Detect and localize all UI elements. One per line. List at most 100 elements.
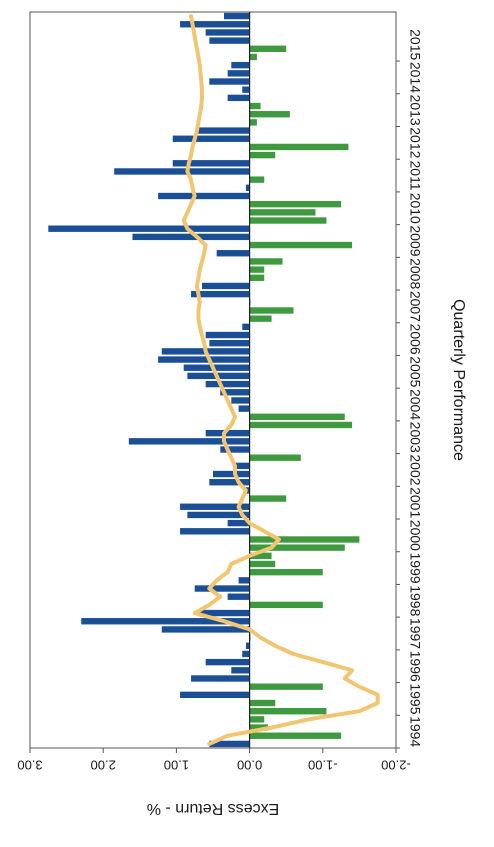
bar [220,389,250,396]
bar [249,119,257,126]
bar [249,454,301,461]
bar [249,568,323,576]
bar [227,94,250,102]
bar [205,331,250,339]
bar [209,37,250,44]
bar [249,217,327,224]
bar [213,470,250,478]
bar [161,626,250,633]
category-tick-label: 1994 [407,716,423,747]
category-tick-label: 1995 [407,683,423,714]
value-tick-label: 2.00 [91,758,116,773]
bar [172,160,250,167]
value-tick-label: 1.00 [164,758,189,773]
category-tick-label: 2004 [407,389,423,420]
bar [242,323,250,331]
bar [245,184,250,192]
category-tick-label: 2006 [407,324,423,355]
bar [198,127,250,134]
bar [180,21,250,28]
bar [249,724,268,731]
bar [227,519,250,527]
trend-line [181,14,380,746]
bar [180,691,250,699]
bar [249,413,345,420]
bar [227,593,250,600]
bar [231,397,250,404]
bar [158,356,250,363]
plot-frame [29,11,397,749]
bar [249,143,349,151]
bar [249,53,257,61]
bar [132,233,250,241]
category-tick-label: 1997 [407,618,423,649]
bar [249,421,353,429]
bar [205,658,250,666]
bar [249,560,276,568]
bar [205,429,250,437]
bar [249,176,265,183]
category-tick-label: 2011 [407,161,423,191]
bar [249,45,287,52]
category-tick-label: 2001 [407,487,423,518]
bar [249,683,323,690]
bar [158,192,250,200]
bar [249,708,327,715]
category-tick-label: 2000 [407,520,423,551]
bar [191,290,250,298]
bar [183,364,250,371]
bar [249,716,265,723]
value-tick-label: 3.00 [17,758,42,773]
bar [242,650,250,658]
bar [249,241,353,249]
bar [249,601,323,609]
category-tick-label: 2007 [407,291,423,322]
bar [114,168,250,175]
category-tick-label: 2003 [407,422,423,453]
bar [249,151,276,159]
bar [231,667,250,674]
bar [249,111,290,118]
category-tick-label: 2002 [407,454,423,485]
bar [227,70,250,77]
bar [249,274,265,281]
bar [249,200,342,208]
bar [220,446,250,453]
value-tick-label: -1.00 [308,758,338,773]
bar [238,405,250,412]
bar [249,544,345,551]
bar [249,258,283,265]
bar [249,732,342,739]
bar [249,495,287,502]
bar [249,102,261,110]
bar [191,675,250,682]
bar [249,536,360,543]
bar [128,438,250,445]
bar [205,380,250,388]
bar [172,135,250,142]
bar [245,642,250,649]
value-tick-label: -2.00 [381,758,411,773]
y-axis-title: Excess Return - % [147,800,279,817]
category-tick-label: 1996 [407,651,423,682]
category-tick-label: 2008 [407,258,423,289]
category-tick-label: 2009 [407,225,423,256]
bar [198,609,250,617]
bar [194,585,250,592]
bar [209,740,250,748]
bar [205,29,250,36]
bar [202,282,250,290]
bar [187,511,250,519]
bar [209,479,250,486]
category-tick-label: 2005 [407,356,423,387]
bar [249,209,316,216]
value-tick-label: 0.00 [237,758,262,773]
bar [238,577,250,584]
bar [249,699,276,707]
category-tick-label: 1998 [407,585,423,616]
bar [249,315,272,322]
category-tick-label: 2015 [407,29,423,60]
bar [180,503,250,510]
bar [223,12,250,20]
